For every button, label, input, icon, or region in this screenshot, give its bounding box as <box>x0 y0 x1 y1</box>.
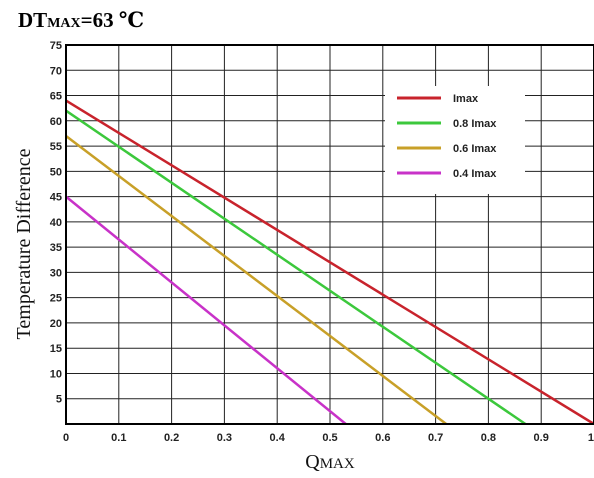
y-tick-label: 50 <box>50 166 62 178</box>
legend-label: Imax <box>453 93 479 105</box>
legend: Imax 0.8 Imax 0.6 Imax 0.4 Imax <box>385 86 525 194</box>
x-tick-label: 0 <box>63 432 69 444</box>
series-line <box>65 135 447 425</box>
x-axis-label-subscript: MAX <box>320 456 355 472</box>
y-tick-label: 10 <box>50 368 62 380</box>
y-tick-label: 60 <box>50 116 62 128</box>
y-tick-label: 45 <box>50 192 62 204</box>
x-tick-label: 0.8 <box>481 432 496 444</box>
x-axis-label: QMAX <box>305 451 355 473</box>
series-line <box>65 195 347 425</box>
y-tick-label: 75 <box>50 40 62 52</box>
y-tick-label: 20 <box>50 318 62 330</box>
plot-frame <box>65 44 594 425</box>
y-tick-label: 5 <box>56 394 62 406</box>
series-line <box>65 99 594 426</box>
x-tick-label: 0.2 <box>164 432 179 444</box>
legend-label: 0.4 Imax <box>453 168 497 180</box>
y-tick-labels: 5 10 15 20 25 30 35 40 45 50 55 60 65 70 75 <box>50 40 62 406</box>
x-tick-label: 0.6 <box>375 432 390 444</box>
x-tick-label: 0.5 <box>322 432 337 444</box>
y-tick-label: 35 <box>50 242 62 254</box>
y-tick-label: 55 <box>50 141 62 153</box>
x-tick-label: 0.3 <box>217 432 232 444</box>
y-tick-label: 65 <box>50 91 62 103</box>
chart-title: DTMAX=63 ℃ <box>18 8 144 32</box>
x-tick-label: 1 <box>588 432 594 444</box>
y-axis-label: Temperature Difference <box>13 148 35 339</box>
legend-label: 0.6 Imax <box>453 143 497 155</box>
legend-label: 0.8 Imax <box>453 118 497 130</box>
x-tick-label: 0.1 <box>111 432 126 444</box>
series-line <box>65 109 527 426</box>
series-lines <box>65 99 594 426</box>
y-tick-label: 25 <box>50 293 62 305</box>
chart-title-suffix: =63 ℃ <box>81 8 144 32</box>
x-tick-label: 0.7 <box>428 432 443 444</box>
x-tick-labels: 0 0.1 0.2 0.3 0.4 0.5 0.6 0.7 0.8 0.9 1 <box>63 432 594 444</box>
y-tick-label: 30 <box>50 267 62 279</box>
x-tick-label: 0.4 <box>270 432 286 444</box>
x-tick-label: 0.9 <box>534 432 549 444</box>
y-tick-label: 40 <box>50 217 62 229</box>
chart-title-subscript: MAX <box>47 16 80 31</box>
y-tick-label: 15 <box>50 343 62 355</box>
x-axis-label-main: Q <box>305 451 320 473</box>
legend-background <box>385 86 525 194</box>
chart-title-prefix: DT <box>18 8 47 32</box>
y-tick-label: 70 <box>50 65 62 77</box>
